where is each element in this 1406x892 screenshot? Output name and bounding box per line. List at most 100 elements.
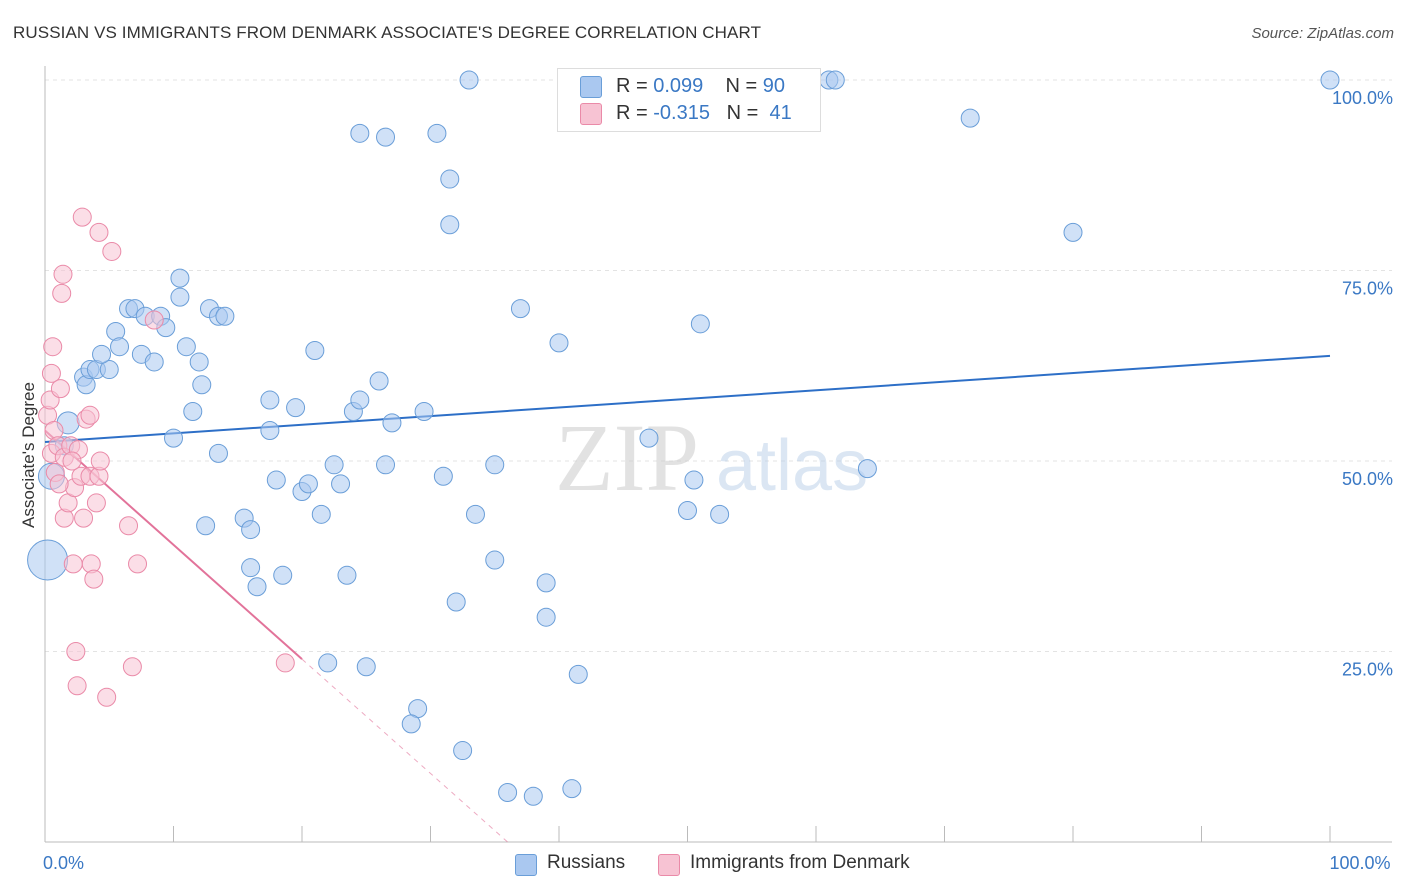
denmark-point (66, 642, 86, 661)
denmark-point (63, 554, 83, 574)
denmark-point (67, 676, 87, 696)
denmark-point (43, 337, 63, 357)
denmark-point (80, 405, 100, 425)
russians-point (440, 215, 460, 235)
denmark-point (128, 554, 148, 574)
denmark-point (72, 207, 92, 227)
denmark-point (41, 363, 61, 383)
russians-point (189, 352, 209, 372)
russians-point (510, 299, 530, 319)
legend-n-value: 41 (769, 102, 792, 124)
russians-point (356, 657, 376, 677)
x-tick-label: 100.0% (1329, 853, 1390, 873)
russians-point (536, 607, 556, 627)
legend-swatch-denmark (580, 103, 602, 125)
denmark-point (74, 508, 94, 528)
legend-n-label: N = (726, 102, 764, 124)
legend-r-label: R = (616, 75, 654, 97)
legend-row-russians: R = 0.099 N = 90 (580, 75, 785, 99)
y-tick-label: 75.0% (1342, 279, 1393, 299)
russians-point (144, 352, 164, 372)
russians-point (427, 123, 447, 143)
denmark-point (53, 264, 73, 284)
russians-point (99, 360, 119, 380)
russians-point (440, 169, 460, 189)
chart-title: RUSSIAN VS IMMIGRANTS FROM DENMARK ASSOC… (13, 23, 762, 42)
russians-point (568, 664, 588, 684)
legend-r-value: -0.315 (653, 102, 710, 124)
russians-point (382, 413, 402, 433)
y-axis-label: Associate's Degree (19, 382, 38, 528)
watermark-atlas: atlas (716, 426, 868, 506)
russians-point (498, 782, 518, 802)
russians-point (414, 401, 434, 421)
legend-n-label: N = (725, 75, 763, 97)
russians-point (92, 344, 112, 364)
russians-point (260, 390, 280, 410)
russians-point (298, 474, 318, 494)
russians-point (183, 401, 203, 421)
russians-point (215, 306, 235, 326)
legend-row-denmark: R = -0.315 N = 41 (580, 102, 792, 126)
russians-point (318, 653, 338, 673)
legend-r-value: 0.099 (653, 75, 704, 97)
russians-point (27, 539, 69, 581)
russians-point (350, 390, 370, 410)
denmark-point (62, 451, 82, 471)
legend-n-value: 90 (762, 75, 786, 97)
russians-point (710, 504, 730, 524)
russians-point (305, 341, 325, 361)
denmark-point (86, 493, 106, 513)
legend-swatch-russians (580, 76, 602, 98)
russians-point (324, 455, 344, 475)
russians-point (960, 108, 980, 128)
russians-point (857, 459, 877, 479)
russians-point (485, 550, 505, 570)
denmark-point (102, 241, 122, 261)
russians-point (208, 443, 228, 463)
russians-swatch (515, 854, 537, 876)
denmark-swatch (658, 854, 680, 876)
russians-point (1063, 222, 1083, 242)
data-points (27, 70, 1340, 806)
russians-point (459, 70, 479, 90)
y-tick-label: 25.0% (1342, 660, 1393, 680)
denmark-point (275, 653, 295, 673)
russians-point (446, 592, 466, 612)
russians-point (266, 470, 286, 490)
denmark-point (49, 474, 69, 494)
russians-point (170, 268, 190, 288)
denmark-point (122, 657, 142, 677)
russians-point (376, 127, 396, 147)
y-tick-label: 100.0% (1332, 88, 1393, 108)
denmark-point (90, 451, 110, 471)
russians-point (684, 470, 704, 490)
russians-point (164, 428, 183, 448)
russians-point (311, 504, 331, 524)
russians-point (337, 565, 357, 585)
russians-point (639, 428, 659, 448)
russians-point (286, 398, 306, 418)
denmark-trend-extension (301, 658, 508, 843)
russians-point (562, 779, 582, 799)
denmark-point (144, 310, 164, 330)
russians-point (678, 501, 697, 521)
russians-point (401, 714, 421, 734)
source-label: Source: ZipAtlas.com (1251, 25, 1394, 42)
watermark: ZIP atlas (555, 404, 868, 511)
russians-point (241, 520, 261, 540)
tick-labels: 25.0% 50.0% 75.0% 100.0% 0.0% 100.0% (43, 88, 1393, 873)
y-tick-label: 50.0% (1342, 469, 1393, 489)
russians-point (273, 565, 293, 585)
russians-point (350, 123, 370, 143)
russians-point (825, 70, 845, 90)
russians-point (192, 375, 212, 395)
russians-point (549, 333, 569, 353)
denmark-point (97, 687, 117, 707)
denmark-point (50, 379, 70, 399)
russians-point (1320, 70, 1340, 90)
russians-point (241, 558, 261, 578)
denmark-trend-line (44, 429, 303, 660)
russians-point (196, 516, 216, 536)
russians-point (376, 455, 396, 475)
